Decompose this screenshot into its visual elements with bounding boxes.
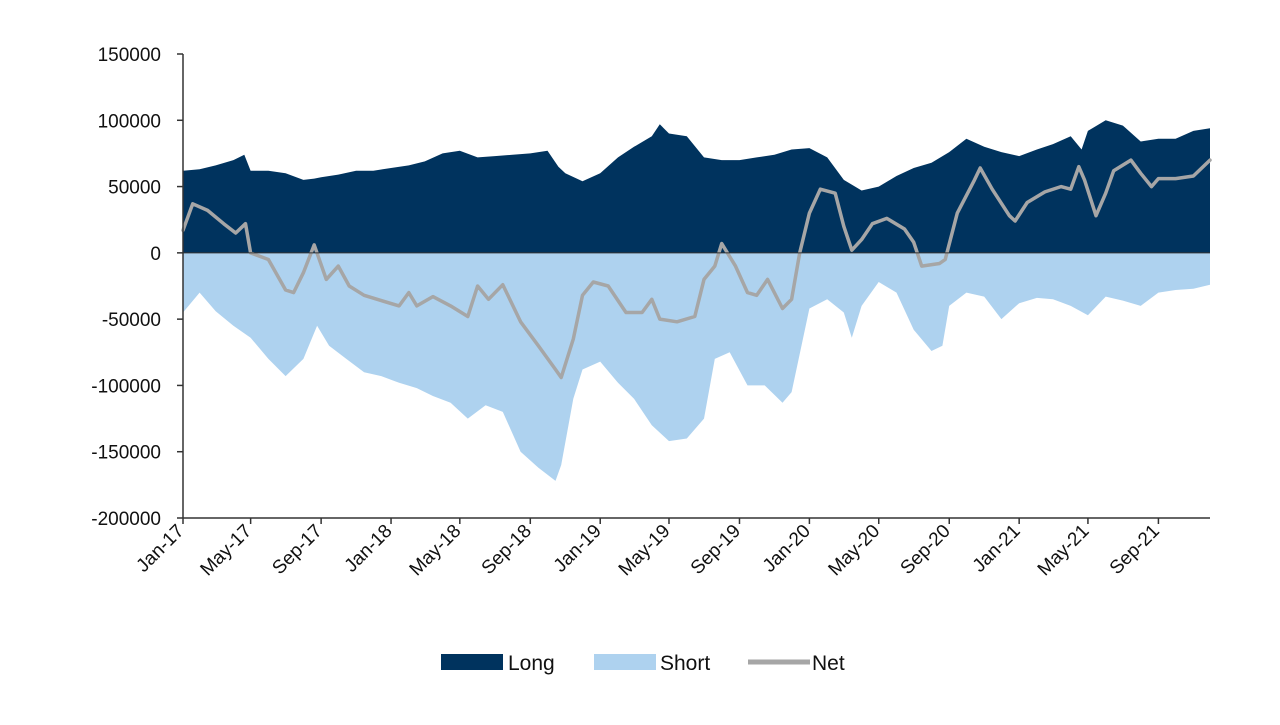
x-tick-label: May-17 [197, 521, 257, 581]
x-tick-label: Jan-21 [969, 521, 1025, 577]
y-tick-label: -200000 [91, 509, 161, 530]
y-tick-label: -100000 [91, 376, 161, 397]
legend-label-net: Net [812, 652, 845, 675]
y-tick-labels: 150000 100000 50000 0 -50000 -100000 -150000 -2… [91, 45, 161, 530]
y-tick-label: 100000 [98, 111, 161, 132]
x-tick-label: Jan-18 [341, 521, 397, 577]
short-area [183, 252, 1210, 481]
x-tick-label: Sep-21 [1106, 521, 1164, 579]
x-tick-label: Sep-20 [897, 521, 955, 579]
x-tick-label: Jan-19 [550, 521, 606, 577]
net-line [181, 158, 1212, 380]
y-tick-label: 50000 [108, 178, 161, 199]
y-tick-label: 150000 [98, 45, 161, 66]
x-tick-label: Sep-17 [268, 521, 326, 579]
x-tick-label: Jan-20 [759, 521, 815, 577]
legend-swatch-long [441, 654, 503, 670]
axes [177, 53, 1210, 524]
legend-swatch-short [594, 654, 656, 670]
x-tick-label: Sep-18 [478, 521, 536, 579]
x-tick-label: Sep-19 [687, 521, 745, 579]
y-tick-label: -150000 [91, 443, 161, 464]
x-tick-label: May-18 [406, 521, 466, 581]
legend: Long Short Net [441, 652, 845, 675]
x-tick-label: May-21 [1034, 521, 1094, 581]
x-tick-label: May-20 [825, 521, 885, 581]
legend-label-short: Short [660, 652, 710, 675]
long-area [183, 120, 1210, 253]
y-tick-label: 0 [150, 244, 161, 265]
x-tick-label: May-19 [615, 521, 675, 581]
x-tick-labels: Jan-17 May-17 Sep-17 Jan-18 May-18 Sep-18 Jan-… [133, 521, 1164, 581]
legend-label-long: Long [508, 652, 555, 675]
plot-line [181, 158, 1212, 380]
y-tick-label: -50000 [102, 310, 161, 331]
plot-areas [183, 120, 1210, 481]
